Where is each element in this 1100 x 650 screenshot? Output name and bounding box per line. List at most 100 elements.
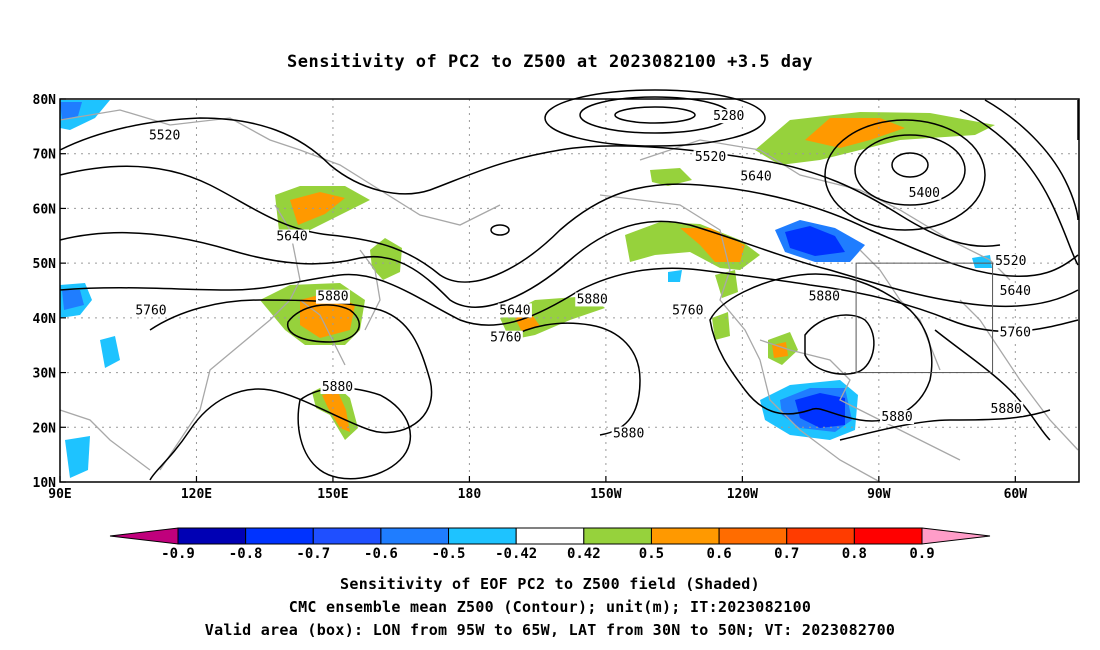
contour-label-bg	[998, 284, 1033, 299]
y-tick-label: 10N	[33, 476, 57, 491]
shade-negative	[100, 336, 120, 368]
shade-negative	[60, 102, 82, 120]
shade-positive	[755, 112, 995, 165]
grid-lines	[60, 99, 1079, 482]
contour-label-bg	[133, 303, 168, 318]
y-tick-label: 60N	[33, 202, 57, 217]
contour-label: 5640	[1000, 284, 1031, 299]
contour-label: 5400	[909, 186, 940, 201]
contour-label: 5640	[499, 303, 530, 318]
valid-area-box	[855, 262, 994, 374]
colorbar-label: -0.8	[229, 546, 263, 562]
shade-positive-core	[805, 118, 905, 148]
contour-label-bg	[907, 185, 942, 200]
contour-label-bg	[693, 150, 728, 165]
colorbar-swatch	[853, 527, 923, 545]
map-plot-area: 5520 5280 5520 5640 5400 5520 5640 5760 5880 5640…	[33, 89, 1080, 502]
shade-positive-core	[680, 228, 745, 262]
shade-negative-core	[795, 393, 845, 428]
colorbar-swatch	[515, 527, 585, 545]
contour-label: 5880	[881, 410, 912, 425]
colorbar-swatch	[583, 527, 652, 545]
contour-label-bg	[998, 325, 1033, 340]
chart-title: Sensitivity of PC2 to Z500 at 2023082100…	[287, 52, 813, 72]
contour-label: 5880	[613, 426, 644, 441]
colorbar-label: -0.7	[296, 546, 330, 562]
caption-line-3: Valid area (box): LON from 95W to 65W, L…	[205, 621, 895, 639]
contour-label: 5640	[276, 230, 307, 245]
shade-positive-core	[322, 392, 350, 432]
contour-label-bg	[315, 289, 350, 304]
colorbar-swatch	[786, 527, 855, 545]
colorbar-label: 0.7	[774, 546, 799, 562]
y-tick-label: 20N	[33, 421, 57, 436]
shade-negative	[972, 255, 992, 268]
colorbar-swatch	[380, 527, 450, 545]
contour-label: 5640	[740, 169, 771, 184]
y-tick-label: 30N	[33, 367, 57, 382]
coastlines	[59, 109, 1079, 483]
x-tick-label: 90E	[48, 487, 71, 502]
y-tick-label: 70N	[33, 148, 57, 163]
x-tick-label: 90W	[867, 487, 891, 502]
colorbar-high-arrow	[921, 527, 991, 545]
colorbar-swatch	[448, 527, 517, 545]
x-tick-label: 150E	[317, 487, 348, 502]
shade-negative	[65, 436, 90, 478]
contour-label-bg	[739, 169, 774, 184]
contour-label-bg	[711, 109, 746, 124]
colorbar-label: -0.5	[432, 546, 466, 562]
y-tick-label: 50N	[33, 257, 57, 272]
contour-label-bg	[497, 303, 532, 318]
caption-line-1: Sensitivity of EOF PC2 to Z500 field (Sh…	[340, 575, 760, 593]
contour-label: 5280	[713, 109, 744, 124]
shade-positive	[370, 238, 402, 280]
contour-label-bg	[488, 330, 523, 345]
contour-label-bg	[993, 254, 1028, 269]
contour-label: 5760	[1000, 325, 1031, 340]
contour-label-bg	[989, 401, 1024, 416]
shade-positive	[715, 270, 738, 298]
contour-label: 5760	[490, 331, 521, 346]
colorbar-label: -0.9	[161, 546, 195, 562]
x-tick-label: 120W	[727, 487, 758, 502]
colorbar-swatch	[650, 527, 720, 545]
colorbar-label: 0.5	[639, 546, 664, 562]
colorbar: -0.9 -0.8 -0.7 -0.6 -0.5 -0.42 0.42 0.5 0.6 0.7 0.…	[109, 527, 991, 562]
colorbar-swatch	[245, 527, 314, 545]
x-tick-label: 180	[458, 487, 482, 502]
colorbar-label: -0.42	[495, 546, 537, 562]
contour-label-bg	[611, 426, 646, 441]
sensitivity-shading	[60, 100, 995, 478]
contour-label: 5880	[809, 290, 840, 305]
x-tick-label: 60W	[1004, 487, 1028, 502]
shade-negative	[668, 270, 682, 282]
contour-label-bg	[575, 292, 610, 307]
colorbar-label: 0.9	[909, 546, 934, 562]
x-axis-ticks: 90E 120E 150E 180 150W 120W 90W 60W	[48, 476, 1027, 502]
contour-label: 5880	[577, 292, 608, 307]
shade-negative-core	[785, 226, 845, 256]
contour-label-bg	[807, 289, 842, 304]
contour-label: 5520	[695, 150, 726, 165]
contour-label: 5760	[672, 303, 703, 318]
caption-line-2: CMC ensemble mean Z500 (Contour); unit(m…	[289, 598, 812, 616]
contour-labels: 5520 5280 5520 5640 5400 5520 5640 5760 5880 5640…	[133, 109, 1033, 441]
contour-label-bg	[275, 229, 310, 244]
contour-label: 5520	[149, 128, 180, 143]
contour-label: 5760	[135, 303, 166, 318]
colorbar-label: 0.42	[567, 546, 601, 562]
y-axis-ticks: 10N 20N 30N 40N 50N 60N 70N 80N	[33, 93, 66, 491]
shade-negative	[62, 290, 84, 310]
contour-label: 5880	[317, 290, 348, 305]
x-tick-label: 150W	[590, 487, 621, 502]
colorbar-low-arrow	[109, 527, 179, 545]
colorbar-swatch	[177, 527, 247, 545]
x-tick-label: 120E	[181, 487, 212, 502]
y-tick-label: 80N	[33, 93, 57, 108]
contour-label-bg	[670, 303, 705, 318]
contour-label: 5880	[322, 380, 353, 395]
contour-label: 5520	[995, 254, 1026, 269]
contour-label: 5880	[991, 402, 1022, 417]
